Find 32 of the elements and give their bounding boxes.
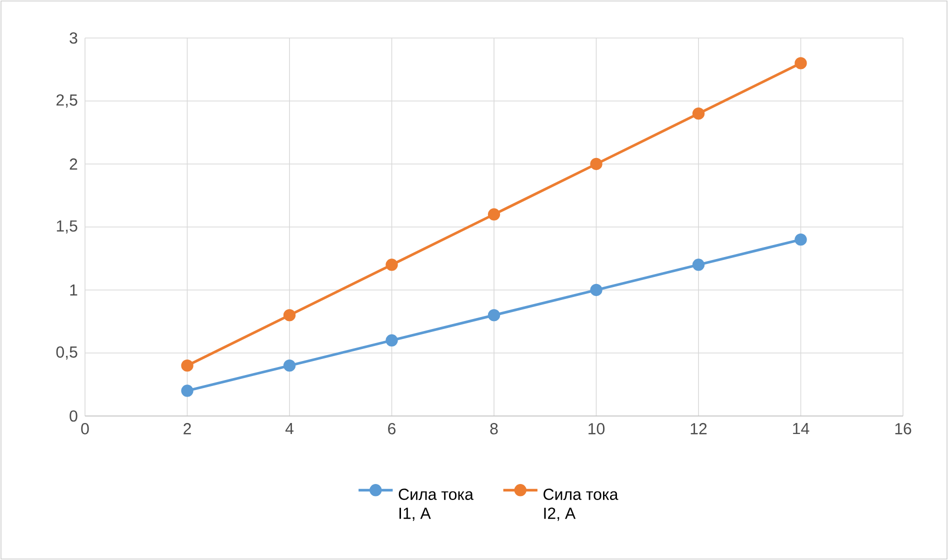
point (590, 158, 602, 170)
x-tick-label: 16 (895, 423, 912, 434)
y-tick-label: 1,5 (56, 220, 78, 234)
x-tick-label: 0 (81, 423, 89, 434)
point (488, 208, 500, 220)
legend-label: Сила тока I2, А (544, 488, 618, 521)
x-tick-label: 14 (793, 423, 810, 434)
x-tick-label: 6 (388, 423, 396, 434)
point (283, 309, 296, 322)
y-tick-label: 0,5 (56, 346, 78, 360)
point (692, 107, 705, 120)
point (386, 334, 398, 346)
point (283, 359, 296, 372)
x-tick-label: 2 (184, 423, 191, 434)
y-tick-label: 2,5 (56, 94, 78, 108)
y-tick-label: 0 (70, 410, 78, 422)
point (794, 57, 807, 70)
legend-label: Сила тока I1, А (398, 488, 474, 521)
point (386, 258, 398, 271)
x-tick-label: 10 (588, 423, 605, 434)
point (794, 233, 807, 246)
y-tick-label: 2 (70, 158, 78, 170)
point (181, 384, 194, 397)
point (488, 309, 500, 322)
point (590, 284, 602, 296)
x-tick-label: 12 (690, 423, 707, 434)
x-tick-label: 8 (490, 423, 498, 434)
y-tick-label: 3 (70, 32, 78, 44)
point (692, 258, 705, 271)
point (181, 359, 194, 372)
y-tick-label: 1 (70, 284, 78, 296)
x-tick-label: 4 (285, 423, 294, 434)
